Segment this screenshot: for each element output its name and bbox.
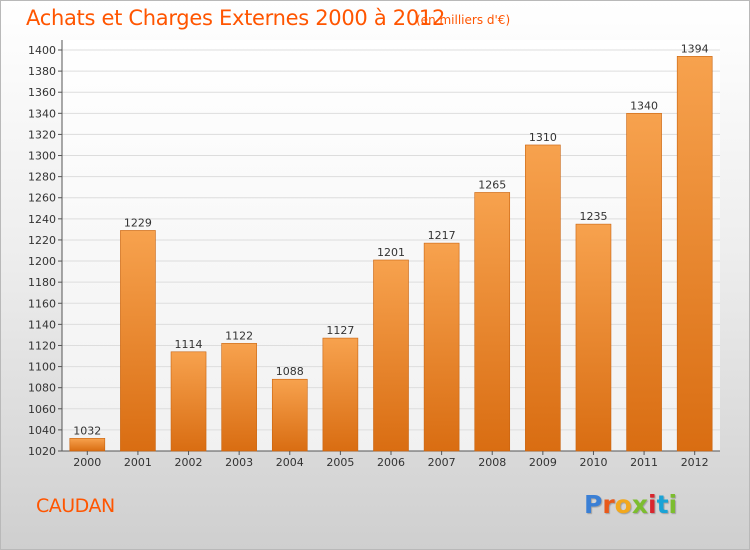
brand-letter: P: [584, 490, 603, 519]
data-label: 1265: [478, 178, 506, 191]
brand-letter: i: [668, 490, 678, 519]
x-tick-label: 2005: [326, 456, 354, 469]
brand-letter: x: [631, 490, 648, 519]
x-tick-label: 2010: [579, 456, 607, 469]
data-label: 1229: [124, 216, 152, 229]
y-tick-label: 1180: [28, 276, 56, 289]
bar-2012: [676, 56, 713, 452]
data-label: 1114: [175, 338, 203, 351]
y-tick-label: 1280: [28, 171, 56, 184]
data-label: 1310: [529, 131, 557, 144]
brand-letter: i: [648, 490, 657, 519]
x-tick-label: 2008: [478, 456, 506, 469]
data-label: 1235: [579, 210, 607, 223]
chart-subtitle: (en milliers d'€): [416, 13, 511, 27]
y-tick-label: 1100: [28, 361, 56, 374]
bar-2004: [271, 378, 308, 452]
data-label: 1122: [225, 329, 253, 342]
y-tick-label: 1240: [28, 213, 56, 226]
bar-2011: [626, 113, 662, 452]
bar-2010: [575, 223, 612, 452]
data-label: 1201: [377, 246, 405, 259]
x-tick-label: 2004: [276, 456, 304, 469]
data-label: 1394: [681, 42, 709, 55]
bar-2003: [221, 343, 257, 452]
y-tick-label: 1020: [28, 445, 56, 458]
x-tick-label: 2009: [529, 456, 557, 469]
chart-title: Achats et Charges Externes 2000 à 2012: [26, 6, 446, 30]
x-tick-label: 2006: [377, 456, 405, 469]
x-tick-label: 2001: [124, 456, 152, 469]
y-tick-label: 1400: [28, 44, 56, 57]
bar-2009: [525, 144, 561, 452]
y-tick-label: 1340: [28, 107, 56, 120]
y-tick-label: 1320: [28, 128, 56, 141]
brand-letter: o: [614, 490, 632, 519]
x-tick-label: 2007: [428, 456, 456, 469]
bar-2008: [474, 192, 511, 452]
x-tick-label: 2011: [630, 456, 658, 469]
bar-2006: [373, 259, 409, 452]
y-tick-label: 1260: [28, 192, 56, 205]
y-tick-label: 1140: [28, 318, 56, 331]
data-label: 1217: [428, 229, 456, 242]
y-tick-label: 1200: [28, 255, 56, 268]
y-tick-label: 1040: [28, 424, 56, 437]
y-tick-label: 1360: [28, 86, 56, 99]
brand-logo: Proxiti: [584, 490, 677, 519]
x-tick-label: 2000: [73, 456, 101, 469]
data-label: 1032: [73, 424, 101, 437]
y-tick-label: 1380: [28, 65, 56, 78]
y-tick-label: 1300: [28, 150, 56, 163]
data-label: 1088: [276, 365, 304, 378]
x-tick-label: 2012: [681, 456, 709, 469]
bar-2000: [69, 438, 106, 452]
data-label: 1127: [326, 324, 354, 337]
bar-2005: [322, 337, 359, 452]
bar-2002: [170, 351, 207, 452]
bar-2007: [423, 242, 460, 452]
location-label: CAUDAN: [36, 495, 115, 517]
y-tick-label: 1080: [28, 382, 56, 395]
y-tick-label: 1160: [28, 297, 56, 310]
bar-2001: [120, 230, 156, 452]
x-tick-label: 2003: [225, 456, 253, 469]
brand-letter: r: [602, 490, 615, 519]
y-tick-label: 1220: [28, 234, 56, 247]
data-label: 1340: [630, 99, 658, 112]
y-tick-label: 1120: [28, 339, 56, 352]
brand-letter: t: [656, 490, 669, 519]
x-tick-label: 2002: [175, 456, 203, 469]
y-tick-label: 1060: [28, 403, 56, 416]
